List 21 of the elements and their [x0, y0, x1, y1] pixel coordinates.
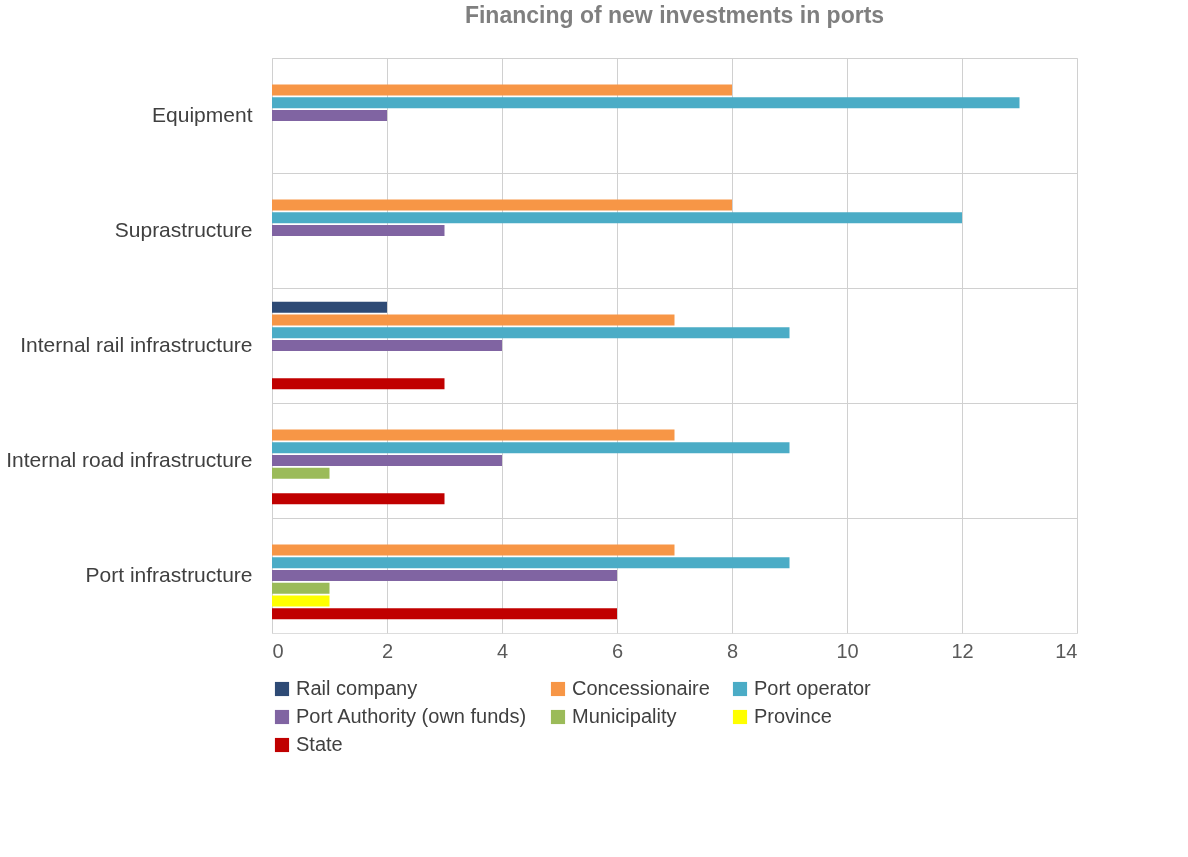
x-tick-label: 8 [726, 639, 739, 662]
x-tick-label: 14 [1055, 639, 1078, 662]
legend-label: Rail company [296, 677, 418, 699]
y-tick-label: Port infrastructure [85, 562, 253, 586]
x-tick-label: 6 [611, 639, 624, 662]
x-tick-label: 10 [836, 639, 859, 662]
x-tick-label: 0 [272, 639, 284, 662]
legend-label: State [296, 733, 343, 755]
x-tick-label: 4 [496, 639, 509, 662]
legend-label: Province [754, 705, 832, 727]
legend-label: Concessionaire [572, 677, 710, 699]
y-tick-label: Internal rail infrastructure [20, 332, 253, 356]
legend-label: Port operator [754, 677, 872, 699]
x-tick-label: 12 [951, 639, 974, 662]
y-tick-label: Equipment [152, 102, 253, 126]
y-tick-label: Suprastructure [114, 217, 253, 241]
x-tick-label: 2 [381, 639, 394, 662]
legend-label: Municipality [572, 705, 677, 727]
legend-label: Port Authority (own funds) [296, 705, 527, 727]
y-tick-label: Internal road infrastructure [6, 447, 253, 471]
chart-title: Financing of new investments in ports [464, 2, 885, 28]
